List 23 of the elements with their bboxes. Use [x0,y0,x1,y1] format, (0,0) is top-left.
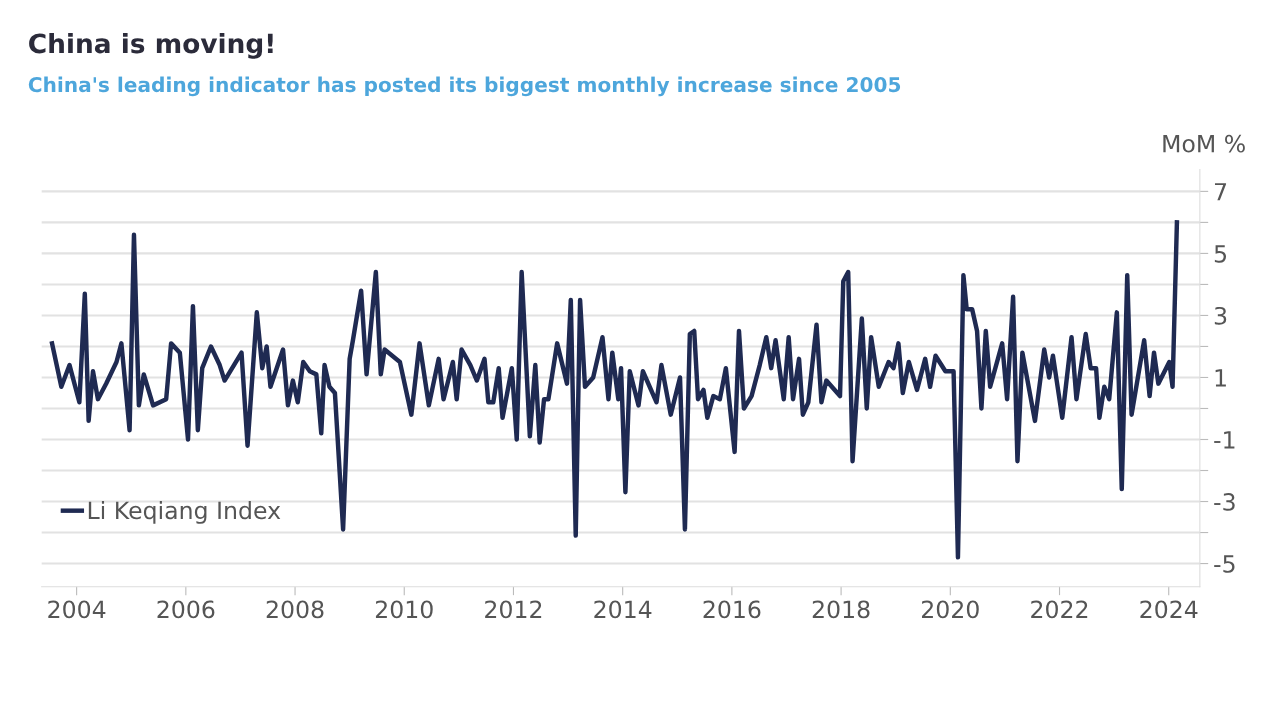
x-tick-label: 2020 [921,600,979,619]
x-tick-label: 2014 [594,600,652,619]
y-tick-label: -1 [1214,431,1235,449]
y-tick-label: 5 [1214,245,1226,263]
y-tick-label: 1 [1215,369,1226,387]
x-tick-label: 2006 [157,600,215,619]
chart-title: China is moving! [29,32,273,59]
y-tick-label: -5 [1214,555,1235,573]
y-tick-label: 7 [1214,183,1227,201]
chart-subtitle: China's leading indicator has posted its biggest monthly increase since 2005 [28,76,901,97]
x-tick-label: 2010 [375,600,433,619]
x-tick-label: 2012 [485,600,542,619]
y-tick-label: -3 [1214,492,1235,511]
line-series [49,220,1180,560]
legend-label: Li Keqiang Index [88,501,281,524]
x-tick-label: 2018 [812,600,870,619]
x-tick-label: 2016 [703,600,761,619]
y-tick-label: 3 [1214,306,1227,325]
y-axis-title: MoM % [1163,134,1245,153]
x-tick-label: 2004 [48,600,106,619]
x-tick-label: 2022 [1031,600,1088,619]
x-tick-label: 2024 [1140,600,1198,619]
x-tick-label: 2008 [266,600,324,619]
